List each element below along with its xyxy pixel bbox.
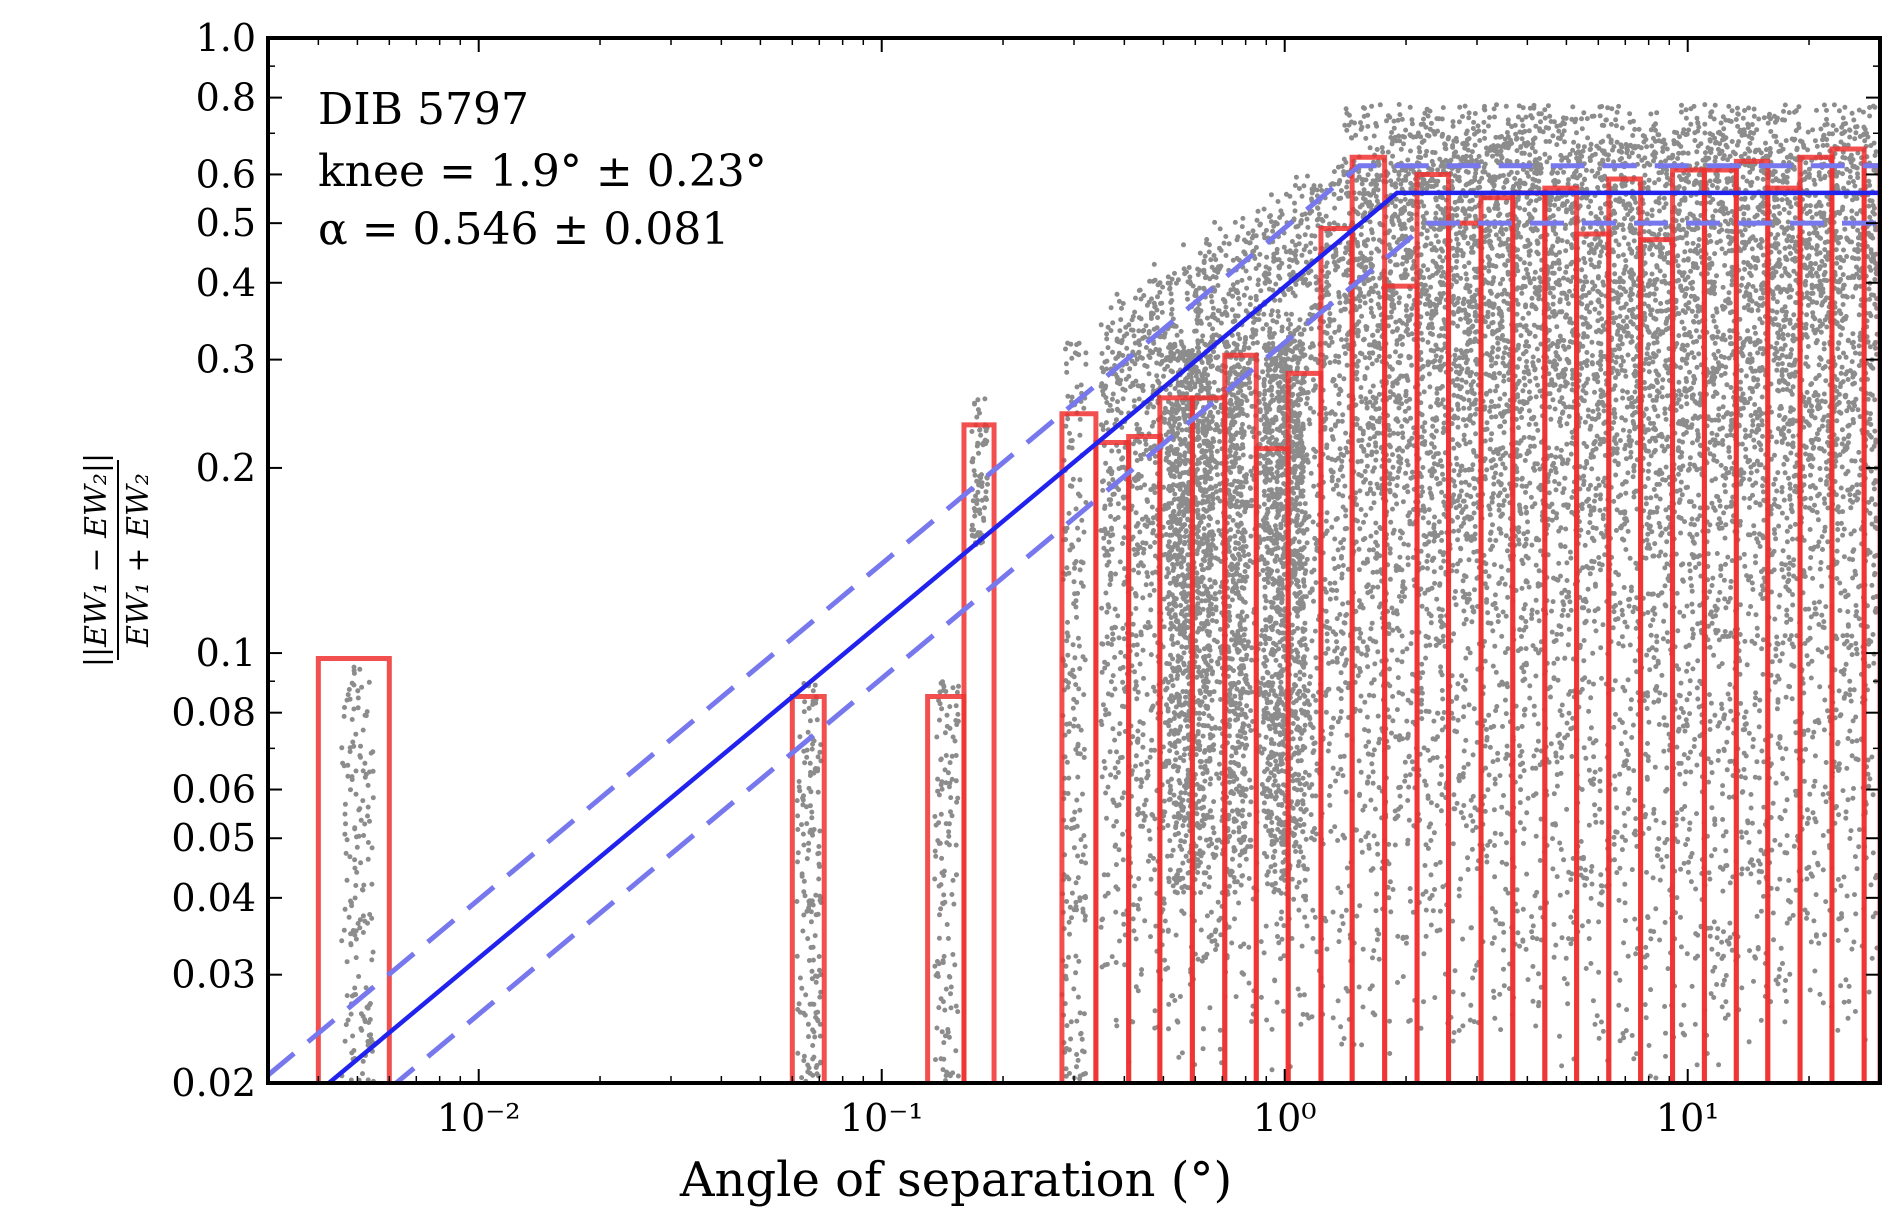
y-tick-label: 0.5 — [196, 201, 256, 245]
x-tick-label: 10¹ — [1656, 1096, 1720, 1140]
y-tick-label: 0.6 — [196, 152, 256, 196]
y-axis-label-denominator: EW₁ + EW₂ — [121, 473, 156, 648]
x-axis-label: Angle of separation (°) — [679, 1152, 1232, 1208]
fit-upper-bound-line — [268, 163, 1880, 1078]
histogram-bin — [789, 693, 827, 1083]
y-tick-label: 0.05 — [171, 816, 256, 860]
x-tick-label: 10⁰ — [1253, 1096, 1317, 1140]
histogram-layer — [315, 146, 1880, 1083]
annotation-title: DIB 5797 — [318, 84, 529, 135]
y-tick-label: 0.03 — [171, 953, 256, 997]
axis-ticks: 10⁻² 10⁻¹ 10⁰ 10¹ 0.02 0.03 0.04 0.050.06 0.08 0.… — [171, 16, 1880, 1140]
annotation-knee: knee = 1.9° ± 0.23° — [318, 146, 767, 197]
histogram-bin — [1861, 163, 1880, 1083]
y-tick-label: 0.02 — [171, 1061, 256, 1105]
histogram-bin — [315, 655, 392, 1083]
fit-lower-bound-line — [392, 220, 1880, 1083]
y-tick-label: 0.3 — [196, 338, 256, 382]
fit-line — [325, 190, 1880, 1083]
y-axis-label: ||EW₁ − EW₂|| EW₁ + EW₂ — [79, 453, 156, 667]
annotation-alpha: α = 0.546 ± 0.081 — [318, 204, 729, 255]
histogram-bin — [961, 422, 997, 1083]
x-tick-label: 10⁻¹ — [840, 1096, 924, 1140]
y-axis-label-numerator: ||EW₁ − EW₂|| — [79, 453, 114, 667]
y-tick-label: 0.04 — [171, 876, 256, 920]
y-tick-label: 0.08 — [171, 691, 256, 735]
fit-lines — [268, 163, 1880, 1083]
y-tick-label: 0.06 — [171, 768, 256, 812]
y-tick-label: 0.2 — [196, 446, 256, 490]
annotation-block: DIB 5797 knee = 1.9° ± 0.23° α = 0.546 ±… — [318, 84, 767, 255]
y-tick-label: 0.4 — [196, 261, 256, 305]
y-tick-label: 1.0 — [196, 16, 256, 60]
y-tick-label: 0.1 — [196, 631, 256, 675]
x-tick-label: 10⁻² — [437, 1096, 521, 1140]
y-tick-label: 0.8 — [196, 76, 256, 120]
